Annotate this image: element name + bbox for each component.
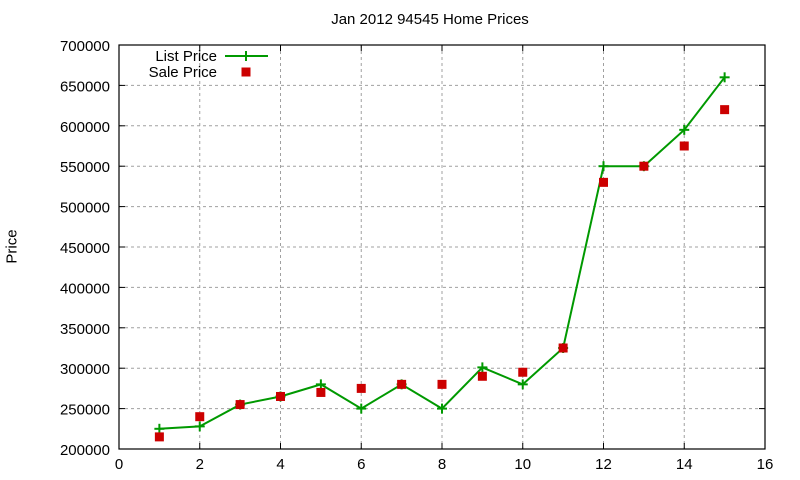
x-tick-label: 0 [115,456,123,473]
data-point [316,387,326,397]
data-point [477,371,487,381]
y-tick-label: 600000 [60,119,110,136]
y-tick-label: 450000 [60,240,110,257]
data-point [194,421,205,432]
tick-labels: 200000 250000 300000 350000 400000 450000 5000… [60,38,773,473]
data-point [679,124,690,135]
series-list-price [154,72,730,434]
data-series [154,72,730,442]
x-tick-label: 4 [276,456,284,473]
x-tick-label: 8 [438,456,446,473]
y-tick-label: 400000 [60,280,110,297]
data-point [356,383,366,393]
y-tick-label: 350000 [60,321,110,338]
y-tick-label: 250000 [60,402,110,419]
data-point [356,403,367,414]
data-point [276,391,285,401]
legend-plus-icon [241,51,251,61]
data-point [397,379,407,389]
x-tick-label: 12 [595,456,612,473]
data-point [518,367,528,377]
data-point [235,400,245,410]
plot-frame [118,44,766,450]
data-point [720,105,730,115]
y-tick-label: 500000 [60,200,110,217]
data-point [639,161,649,171]
y-tick-label: 650000 [60,78,110,95]
data-point [154,423,165,434]
data-point [195,412,205,422]
data-point [437,403,447,414]
x-tick-label: 10 [514,456,531,473]
chart-title: Jan 2012 94545 Home Prices [331,11,529,28]
data-point [315,379,326,390]
x-tick-label: 16 [757,456,774,473]
x-tick-label: 14 [676,456,693,473]
legend-label: Sale Price [149,64,217,81]
data-point [154,432,164,442]
legend-label: List Price [155,48,217,65]
data-point [679,141,689,151]
data-point [598,161,609,172]
data-point [437,379,447,389]
series-sale-price [154,105,730,442]
y-tick-label: 200000 [60,442,110,459]
y-tick-label: 300000 [60,361,110,378]
data-point [517,379,528,390]
legend-square-icon [241,67,251,77]
y-tick-label: 700000 [60,38,110,55]
data-point [558,343,568,353]
axes [118,44,766,450]
y-tick-label: 550000 [60,159,110,176]
x-tick-label: 6 [357,456,365,473]
x-tick-label: 2 [196,456,204,473]
data-point [477,362,488,373]
data-point [599,177,608,187]
data-point [719,72,730,83]
